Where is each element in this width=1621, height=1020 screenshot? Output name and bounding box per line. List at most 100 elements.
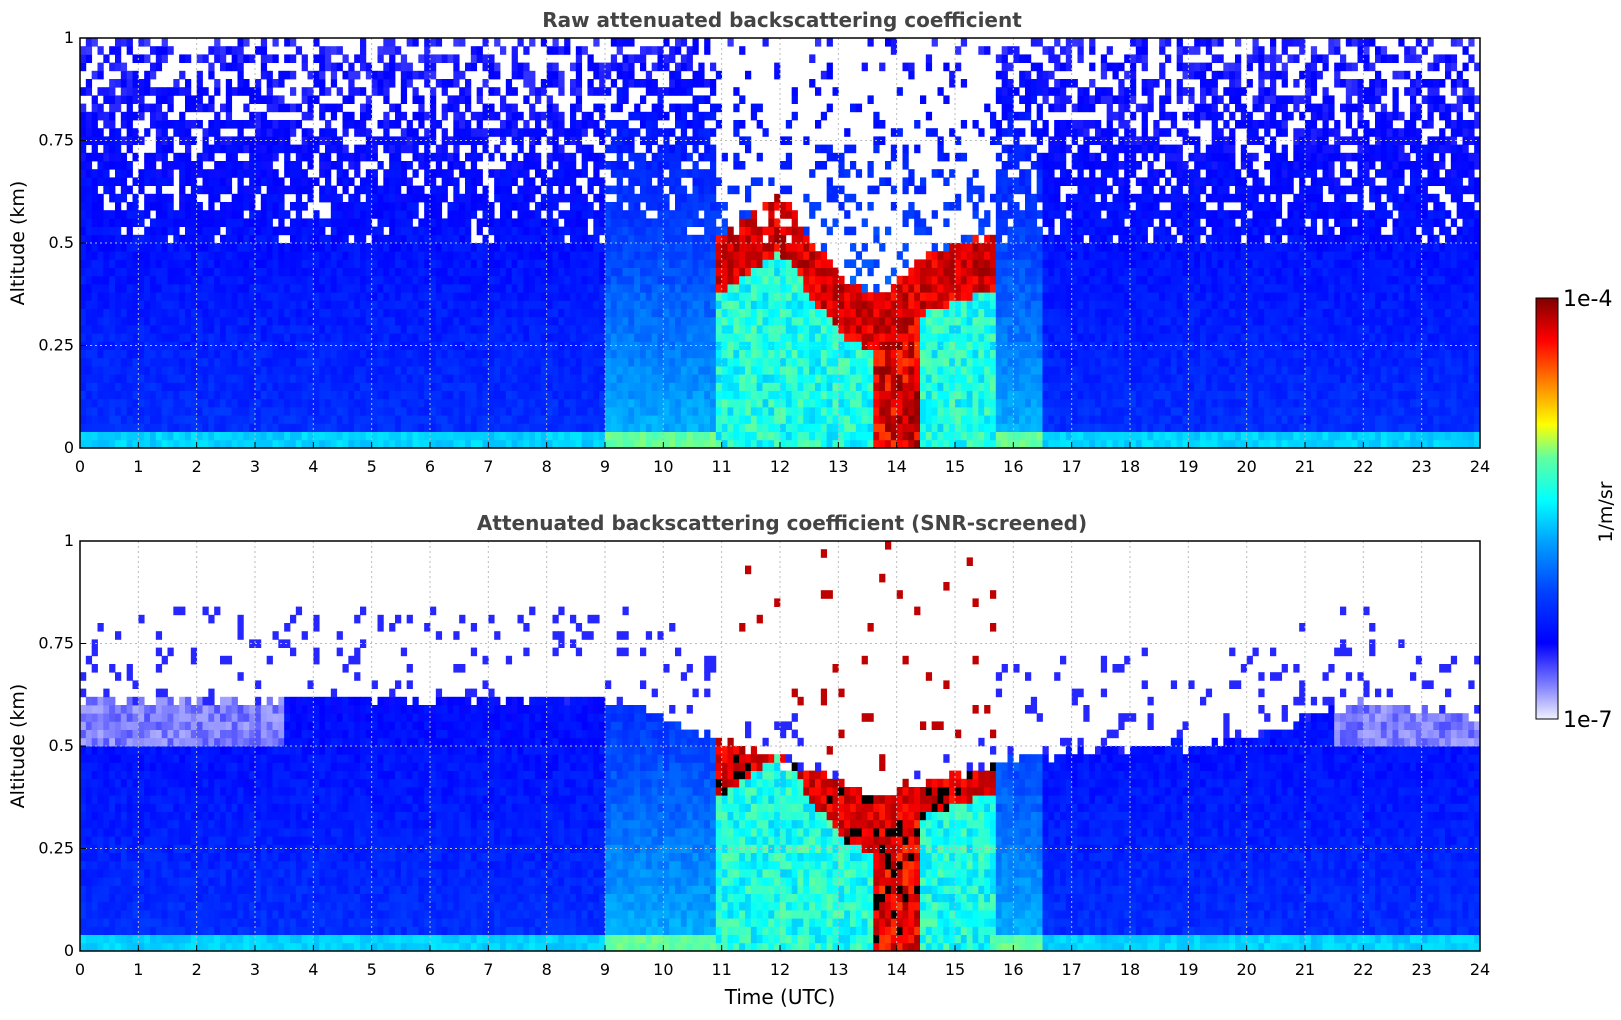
heatmap-cell	[237, 70, 244, 80]
heatmap-cell	[202, 415, 209, 424]
heatmap-cell	[313, 325, 320, 334]
heatmap-cell	[395, 259, 402, 268]
heatmap-cell	[715, 333, 723, 342]
heatmap-cell	[220, 177, 227, 186]
heatmap-cell	[412, 333, 419, 342]
heatmap-cell	[488, 152, 495, 162]
heatmap-cell	[692, 243, 699, 252]
heatmap-cell	[295, 284, 303, 293]
heatmap-cell	[494, 193, 501, 203]
heatmap-cell	[313, 144, 320, 154]
heatmap-cell	[750, 398, 758, 408]
heatmap-cell	[120, 95, 128, 104]
heatmap-cell	[680, 54, 688, 63]
heatmap-cell	[616, 95, 623, 104]
heatmap-cell	[225, 95, 233, 104]
heatmap-cell	[657, 292, 664, 301]
heatmap-cell	[330, 374, 338, 383]
heatmap-cell	[85, 316, 93, 326]
heatmap-cell	[144, 300, 151, 309]
heatmap-cell	[103, 234, 110, 244]
heatmap-cell	[645, 341, 653, 350]
heatmap-cell	[482, 308, 489, 318]
heatmap-cell	[465, 300, 472, 309]
heatmap-cell	[284, 120, 291, 129]
heatmap-cell	[144, 210, 151, 219]
heatmap-cell	[494, 423, 501, 432]
heatmap-cell	[657, 202, 664, 211]
heatmap-cell	[680, 202, 688, 211]
heatmap-cell	[115, 366, 122, 375]
heatmap-cell	[354, 243, 361, 252]
heatmap-cell	[389, 308, 396, 318]
heatmap-cell	[365, 70, 373, 80]
heatmap-cell	[762, 423, 769, 432]
heatmap-cell	[540, 128, 548, 137]
heatmap-cell	[640, 407, 647, 416]
heatmap-cell	[249, 431, 256, 441]
heatmap-cell	[103, 316, 110, 326]
heatmap-cell	[412, 185, 419, 195]
heatmap-cell	[686, 218, 693, 227]
heatmap-cell	[441, 390, 448, 400]
heatmap-cell	[330, 193, 338, 203]
heatmap-cell	[295, 259, 303, 268]
heatmap-cell	[739, 226, 746, 236]
heatmap-cell	[400, 423, 408, 432]
heatmap-cell	[564, 46, 571, 55]
heatmap-cell	[593, 316, 600, 326]
heatmap-cell	[780, 423, 787, 432]
heatmap-cell	[459, 333, 466, 342]
heatmap-cell	[505, 284, 513, 293]
heatmap-cell	[97, 62, 104, 72]
heatmap-cell	[202, 267, 209, 277]
heatmap-cell	[278, 316, 285, 326]
heatmap-cell	[750, 325, 758, 334]
heatmap-cell	[225, 439, 233, 449]
heatmap-cell	[132, 300, 139, 309]
heatmap-cell	[383, 120, 390, 129]
heatmap-cell	[330, 300, 338, 309]
heatmap-cell	[418, 284, 425, 293]
heatmap-cell	[453, 382, 460, 391]
heatmap-cell	[692, 193, 699, 203]
heatmap-cell	[138, 366, 145, 375]
heatmap-cell	[290, 87, 297, 96]
heatmap-cell	[465, 193, 472, 203]
heatmap-cell	[120, 316, 128, 326]
heatmap-cell	[179, 136, 186, 145]
heatmap-cell	[284, 333, 291, 342]
heatmap-cell	[500, 234, 507, 244]
heatmap-cell	[237, 300, 244, 309]
heatmap-cell	[365, 292, 373, 301]
heatmap-cell	[657, 95, 664, 104]
heatmap-cell	[657, 366, 664, 375]
heatmap-cell	[97, 251, 104, 260]
heatmap-cell	[762, 292, 769, 301]
heatmap-cell	[115, 144, 122, 154]
heatmap-cell	[173, 407, 180, 416]
heatmap-cell	[628, 267, 635, 277]
heatmap-cell	[295, 103, 303, 113]
heatmap-cell	[295, 234, 303, 244]
heatmap-cell	[185, 177, 192, 186]
heatmap-cell	[167, 95, 174, 104]
heatmap-cell	[675, 120, 682, 129]
heatmap-cell	[371, 398, 378, 408]
heatmap-cell	[412, 423, 419, 432]
heatmap-cell	[115, 62, 122, 72]
heatmap-cell	[564, 308, 571, 318]
heatmap-cell	[669, 275, 676, 285]
heatmap-cell	[325, 382, 332, 391]
heatmap-cell	[505, 300, 513, 309]
heatmap-cell	[593, 439, 600, 449]
heatmap-cell	[768, 316, 775, 326]
heatmap-cell	[424, 423, 431, 432]
heatmap-cell	[115, 431, 122, 441]
heatmap-cell	[727, 292, 734, 301]
heatmap-cell	[260, 333, 268, 342]
heatmap-cell	[389, 218, 396, 227]
heatmap-cell	[313, 316, 320, 326]
heatmap-cell	[511, 349, 518, 359]
heatmap-cell	[441, 439, 448, 449]
